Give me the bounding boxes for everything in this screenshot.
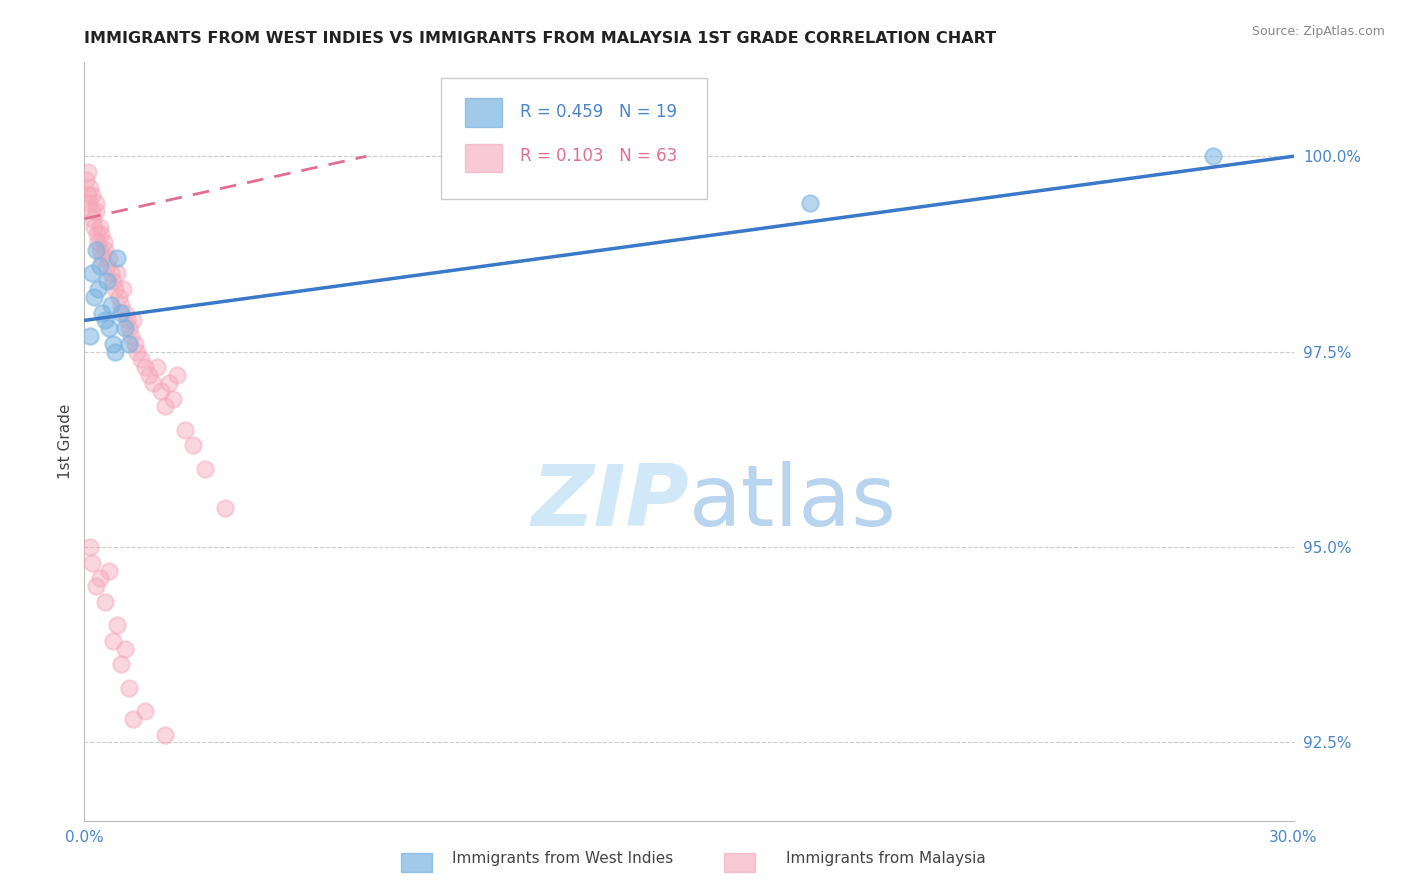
Point	[80, 203, 103, 218]
Point	[1202, 149, 1225, 163]
Point	[104, 344, 127, 359]
Text: Immigrants from West Indies: Immigrants from West Indies	[451, 851, 673, 865]
Point	[97, 321, 120, 335]
Point	[146, 360, 169, 375]
Point	[120, 329, 142, 343]
Point	[118, 336, 141, 351]
Point	[79, 540, 101, 554]
Point	[97, 251, 120, 265]
Point	[82, 267, 104, 281]
Point	[82, 211, 104, 226]
Point	[89, 571, 111, 585]
Point	[118, 681, 141, 695]
Point	[105, 251, 128, 265]
Point	[91, 305, 114, 319]
Point	[107, 290, 129, 304]
Point	[105, 618, 128, 632]
Point	[799, 196, 821, 211]
Point	[82, 556, 104, 570]
Point	[134, 704, 156, 718]
Point	[124, 336, 146, 351]
Point	[91, 251, 114, 265]
Point	[101, 336, 124, 351]
Y-axis label: 1st Grade: 1st Grade	[58, 404, 73, 479]
Point	[76, 188, 98, 202]
Point	[87, 282, 110, 296]
Point	[166, 368, 188, 383]
Point	[114, 321, 136, 335]
Point	[79, 180, 101, 194]
Point	[118, 321, 141, 335]
Point	[93, 595, 115, 609]
Point	[114, 305, 136, 319]
Point	[134, 360, 156, 375]
Text: R = 0.459   N = 19: R = 0.459 N = 19	[520, 103, 676, 120]
Point	[93, 235, 115, 250]
Point	[110, 305, 132, 319]
Point	[89, 243, 111, 257]
Text: R = 0.103   N = 63: R = 0.103 N = 63	[520, 146, 676, 165]
Point	[125, 344, 148, 359]
Point	[86, 203, 108, 218]
Point	[115, 313, 138, 327]
Point	[153, 728, 176, 742]
Point	[100, 267, 122, 281]
Point	[114, 641, 136, 656]
Point	[142, 376, 165, 390]
Point	[149, 384, 172, 398]
Point	[181, 438, 204, 452]
Point	[82, 188, 104, 202]
Point	[129, 352, 152, 367]
Point	[93, 313, 115, 327]
Point	[104, 282, 127, 296]
Point	[214, 500, 236, 515]
Point	[79, 329, 101, 343]
Point	[93, 243, 115, 257]
Point	[100, 298, 122, 312]
Point	[77, 196, 100, 211]
Point	[153, 400, 176, 414]
Point	[89, 219, 111, 234]
Point	[96, 274, 118, 288]
Point	[89, 259, 111, 273]
Point	[86, 227, 108, 242]
Point	[75, 172, 97, 186]
Point	[174, 423, 197, 437]
FancyBboxPatch shape	[441, 78, 707, 199]
Point	[86, 243, 108, 257]
Point	[101, 274, 124, 288]
Point	[157, 376, 180, 390]
Point	[110, 657, 132, 672]
Point	[90, 227, 112, 242]
Text: Source: ZipAtlas.com: Source: ZipAtlas.com	[1251, 25, 1385, 38]
Point	[83, 290, 105, 304]
Text: Immigrants from Malaysia: Immigrants from Malaysia	[786, 851, 986, 865]
Point	[84, 196, 107, 211]
Point	[194, 462, 217, 476]
Bar	[465, 144, 502, 172]
Bar	[465, 98, 502, 127]
Point	[105, 267, 128, 281]
Point	[121, 712, 143, 726]
Point	[110, 298, 132, 312]
Point	[83, 219, 105, 234]
Point	[121, 313, 143, 327]
Point	[87, 235, 110, 250]
Text: ZIP: ZIP	[531, 460, 689, 544]
Point	[97, 564, 120, 578]
Point	[101, 633, 124, 648]
Point	[138, 368, 160, 383]
Text: atlas: atlas	[689, 460, 897, 544]
Text: IMMIGRANTS FROM WEST INDIES VS IMMIGRANTS FROM MALAYSIA 1ST GRADE CORRELATION CH: IMMIGRANTS FROM WEST INDIES VS IMMIGRANT…	[84, 31, 997, 46]
Point	[96, 259, 118, 273]
Point	[111, 282, 134, 296]
Point	[162, 392, 184, 406]
Point	[77, 165, 100, 179]
Point	[86, 579, 108, 593]
